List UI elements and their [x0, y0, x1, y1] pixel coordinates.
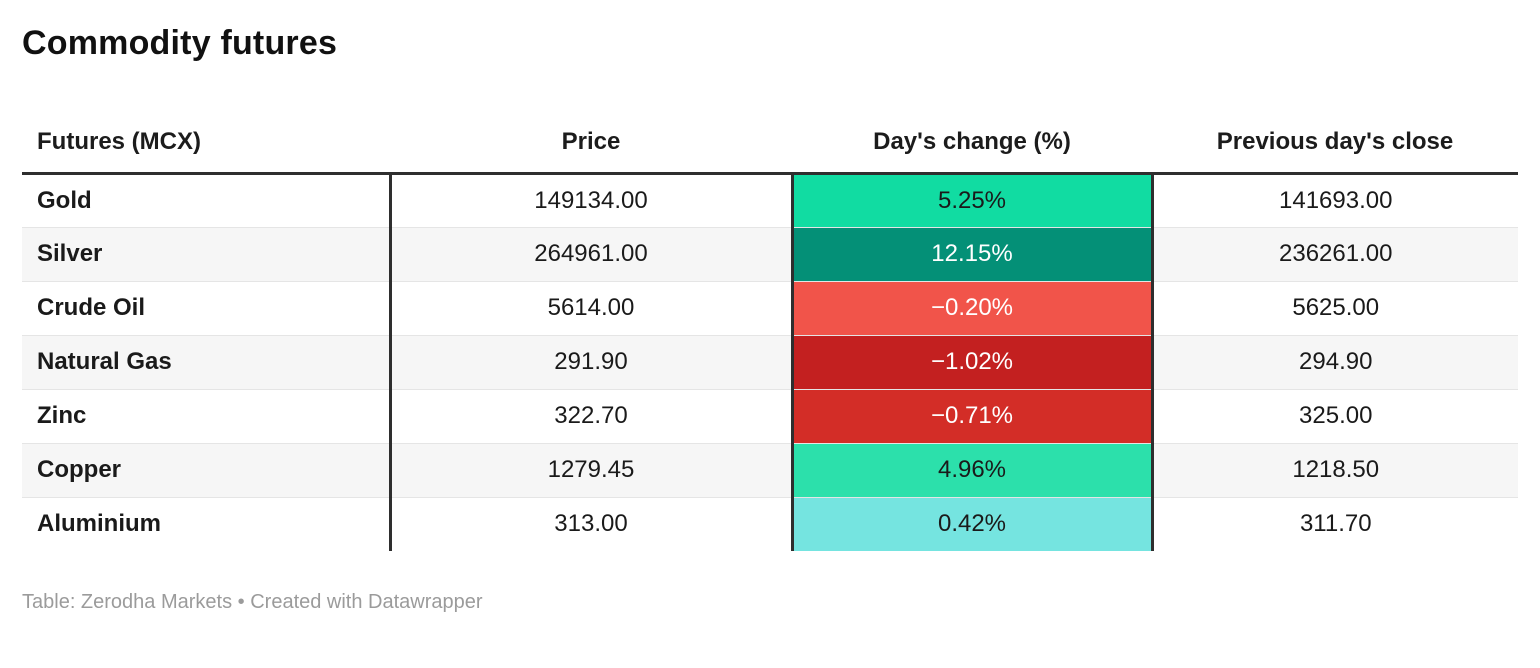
prev-close-cell: 311.70	[1152, 496, 1518, 551]
days-change-cell: 4.96%	[790, 442, 1154, 497]
prev-close-cell: 1218.50	[1152, 442, 1518, 497]
column-header-days-change: Day's change (%)	[792, 113, 1152, 175]
price-cell: 5614.00	[390, 280, 792, 335]
page: Commodity futures Futures (MCX) Price Da…	[0, 24, 1540, 614]
table-row: Zinc 322.70 −0.71% 325.00	[22, 388, 1518, 443]
column-header-futures: Futures (MCX)	[22, 113, 390, 175]
price-cell: 149134.00	[534, 186, 648, 214]
days-change-cell: 0.42%	[790, 496, 1154, 551]
page-title: Commodity futures	[22, 24, 338, 62]
table-header: Futures (MCX) Price Day's change (%) Pre…	[22, 113, 1518, 175]
commodity-name-cell: Silver	[22, 226, 392, 281]
days-change-cell: 12.15%	[790, 226, 1154, 281]
price-cell: 1279.45	[390, 442, 792, 497]
prev-close-cell: 294.90	[1152, 334, 1518, 389]
table-row: Silver 264961.00 12.15% 236261.00	[22, 226, 1518, 281]
commodity-name-cell: Natural Gas	[22, 334, 392, 389]
prev-close-cell: 325.00	[1152, 388, 1518, 443]
prev-close-cell: 141693.00	[1279, 186, 1393, 214]
table-row: Aluminium 313.00 0.42% 311.70	[22, 496, 1518, 551]
table-row: Natural Gas 291.90 −1.02% 294.90	[22, 334, 1518, 389]
price-cell: 322.70	[390, 388, 792, 443]
table-row: Gold 149134.00 5.25% 141693.00	[22, 173, 1518, 227]
price-cell: 264961.00	[390, 226, 792, 281]
commodity-name-cell: Zinc	[22, 388, 392, 443]
table-row: Crude Oil 5614.00 −0.20% 5625.00	[22, 280, 1518, 335]
days-change-cell: −0.20%	[790, 280, 1154, 335]
price-cell: 291.90	[390, 334, 792, 389]
table-header-row: Futures (MCX) Price Day's change (%) Pre…	[22, 113, 1518, 175]
attribution-footer: Table: Zerodha Markets • Created with Da…	[22, 591, 483, 613]
table-row: Copper 1279.45 4.96% 1218.50	[22, 442, 1518, 497]
prev-close-cell: 236261.00	[1152, 226, 1518, 281]
column-header-price: Price	[390, 113, 792, 175]
days-change-cell: −1.02%	[790, 334, 1154, 389]
commodity-name-cell: Copper	[22, 442, 392, 497]
column-header-prev-close: Previous day's close	[1152, 113, 1518, 175]
commodity-name-cell: Aluminium	[22, 496, 392, 551]
table-body: Gold 149134.00 5.25% 141693.00 Silver 26…	[22, 173, 1518, 551]
commodity-futures-table: Futures (MCX) Price Day's change (%) Pre…	[22, 113, 1518, 551]
price-cell: 313.00	[390, 496, 792, 551]
days-change-cell: 5.25%	[790, 173, 1154, 227]
commodity-name-cell: Gold	[22, 173, 392, 227]
commodity-name-cell: Crude Oil	[22, 280, 392, 335]
prev-close-cell: 5625.00	[1152, 280, 1518, 335]
days-change-cell: −0.71%	[790, 388, 1154, 443]
